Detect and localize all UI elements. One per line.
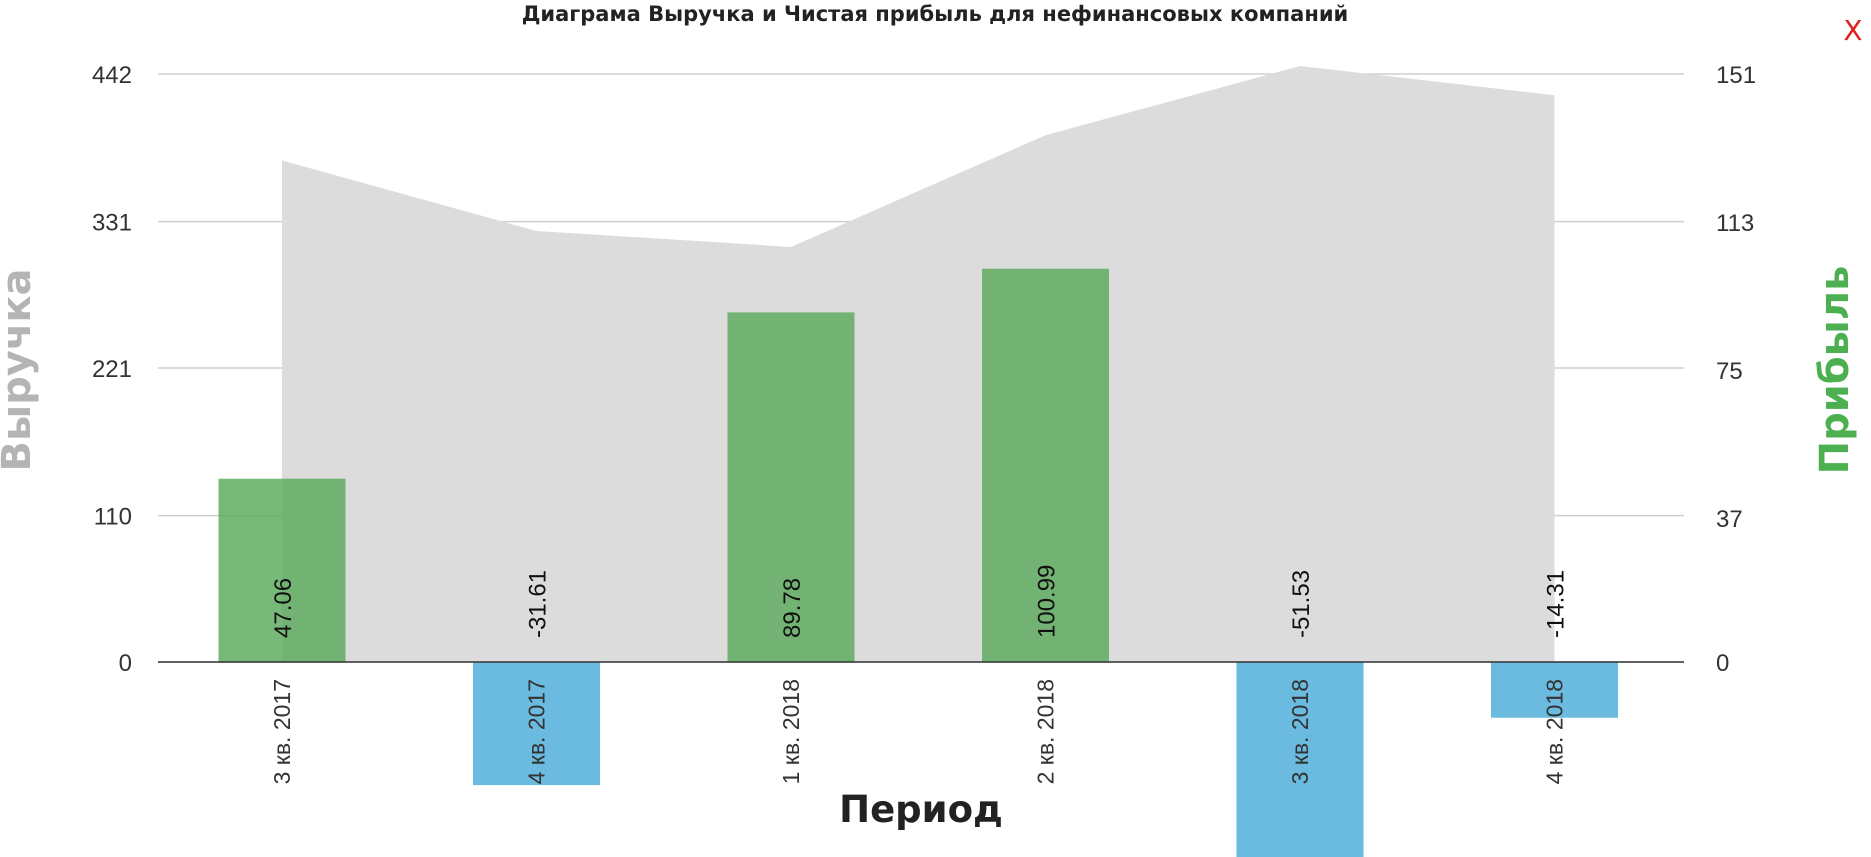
data-label: -14.31 <box>1543 570 1570 638</box>
profit-bar-negative <box>1236 662 1364 857</box>
category-label: 3 кв. 2018 <box>1287 679 1313 784</box>
close-button[interactable]: X <box>1843 14 1862 47</box>
left-tick-label: 110 <box>94 504 132 531</box>
chart-title: Диаграма Выручка и Чистая прибыль для не… <box>522 2 1349 26</box>
left-tick-label: 0 <box>119 650 132 677</box>
revenue-area-layer <box>282 66 1555 663</box>
profit-bar-positive <box>218 478 346 662</box>
profit-bars-layer <box>218 268 1618 857</box>
left-axis-ticks: 442 331 221 110 0 <box>92 62 132 677</box>
data-label: 89.78 <box>779 578 806 638</box>
right-axis-title: Прибыль <box>1812 266 1858 475</box>
profit-bar-negative <box>1491 662 1618 718</box>
profit-bar-negative <box>473 662 600 786</box>
right-axis-ticks: 151 113 75 37 0 <box>1716 62 1756 677</box>
left-tick-label: 442 <box>92 62 132 89</box>
right-tick-label: 151 <box>1716 62 1756 89</box>
data-labels: 47.06 -31.61 89.78 100.99 -51.53 -14.31 <box>270 565 1570 638</box>
category-label: 2 кв. 2018 <box>1033 679 1059 784</box>
right-tick-label: 75 <box>1716 358 1743 385</box>
right-tick-label: 0 <box>1716 650 1729 677</box>
left-tick-label: 331 <box>92 210 132 237</box>
category-label: 3 кв. 2017 <box>269 679 295 784</box>
category-labels: 3 кв. 2017 4 кв. 2017 1 кв. 2018 2 кв. 2018… <box>269 679 1568 784</box>
revenue-area <box>282 66 1555 663</box>
data-label: -31.61 <box>525 570 552 638</box>
right-tick-label: 113 <box>1716 210 1754 237</box>
right-tick-label: 37 <box>1716 506 1743 533</box>
category-label: 4 кв. 2017 <box>524 679 550 784</box>
category-label: 1 кв. 2018 <box>778 679 804 784</box>
profit-bar-positive <box>727 312 855 662</box>
data-label: 100.99 <box>1034 565 1061 638</box>
left-tick-label: 221 <box>92 356 132 383</box>
left-axis-title: Выручка <box>0 269 40 472</box>
profit-bar-positive <box>982 268 1109 662</box>
x-axis-title: Период <box>839 788 1003 831</box>
data-label: 47.06 <box>270 578 297 638</box>
data-label: -51.53 <box>1288 570 1315 638</box>
category-label: 4 кв. 2018 <box>1542 679 1568 784</box>
